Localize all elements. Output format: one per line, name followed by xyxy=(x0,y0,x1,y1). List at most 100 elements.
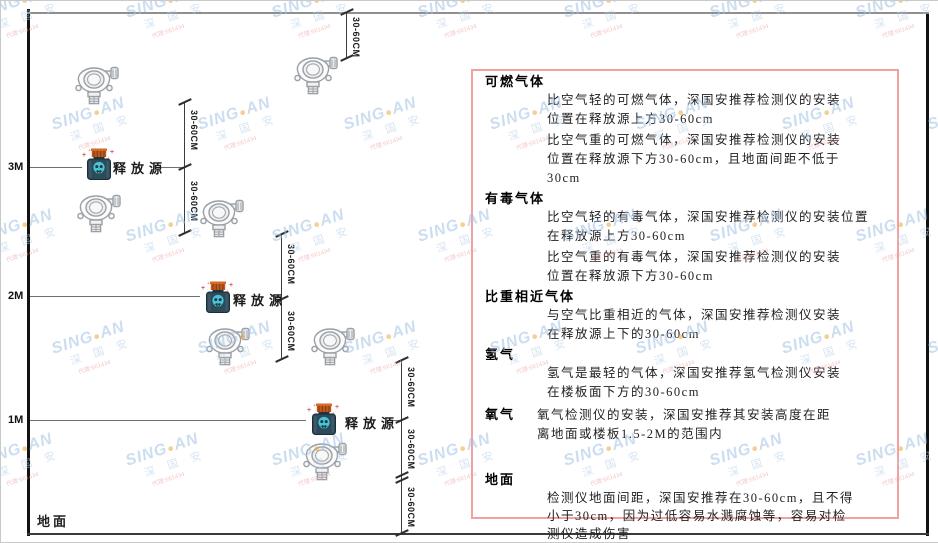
watermark-sub: 代理:661434 xyxy=(735,23,770,40)
svg-text:+: + xyxy=(201,285,205,292)
release-source-icon: + + + + xyxy=(306,402,342,436)
watermark-cjk: 深 国 安 xyxy=(0,448,62,480)
dim-label: 30-60CM xyxy=(406,367,416,408)
watermark-cjk: 深 国 安 xyxy=(68,336,134,368)
gas-detector-icon xyxy=(198,198,244,238)
height-label-1m: 1M xyxy=(8,414,24,426)
section-heading: 比重相近气体 xyxy=(485,289,576,304)
brand-watermark: SING●AN深 国 安代理:661434 xyxy=(707,0,834,46)
right-wall xyxy=(926,12,929,536)
watermark-sub: 代理:661434 xyxy=(589,23,624,40)
watermark-brand: SING●AN xyxy=(341,94,419,134)
gas-detector-glyph xyxy=(200,199,244,238)
watermark-sub: 代理:661434 xyxy=(151,23,186,40)
ground-label: 地面 xyxy=(37,514,70,529)
watermark-sub: 代理:661434 xyxy=(369,359,404,376)
brand-dot-icon: ● xyxy=(19,0,31,8)
brand-watermark: SING●AN深 国 安代理:661434 xyxy=(269,0,396,46)
gas-detector-icon xyxy=(204,326,250,366)
gas-detector-icon xyxy=(292,55,338,95)
connector-1m xyxy=(387,420,401,421)
watermark-sub: 代理:661434 xyxy=(5,23,40,40)
section-paragraph: 氢气是最轻的气体，深国安推荐氢气检测仪安装 在楼板面下方的30-60cm xyxy=(547,366,842,399)
section-paragraph: 检测仪地面间距，深国安推荐在30-60cm，且不得 小于30cm，因为过低容易水… xyxy=(547,491,854,541)
watermark-cjk: 深 国 安 xyxy=(726,0,792,32)
brand-dot-icon: ● xyxy=(749,0,761,8)
height-line-3m xyxy=(30,167,82,168)
dim-tick xyxy=(395,356,409,364)
brand-dot-icon: ● xyxy=(603,0,615,8)
ceiling-line xyxy=(27,12,929,14)
brand-dot-icon: ● xyxy=(383,105,395,120)
gas-detector-icon xyxy=(301,441,347,481)
brand-dot-icon: ● xyxy=(165,217,177,232)
section-similar-density-gas: 比重相近气体 与空气比重相近的气体，深国安推荐检测仪安装 在释放源上下的30-6… xyxy=(485,289,885,344)
watermark-brand: SING●AN xyxy=(49,318,127,358)
watermark-cjk: 深 国 安 xyxy=(288,0,354,32)
section-heading: 可燃气体 xyxy=(485,74,546,89)
gas-detector-icon xyxy=(73,65,119,105)
section-combustible-gas: 可燃气体 比空气轻的可燃气体，深国安推荐检测仪的安装 位置在释放源上方30-60… xyxy=(485,74,885,188)
release-source-glyph: + + + + xyxy=(307,403,339,435)
brand-watermark: SING●AN深 国 安代理:661434 xyxy=(123,0,250,46)
dim-label: 30-60CM xyxy=(286,244,296,285)
section-heading: 地面 xyxy=(485,472,516,487)
brand-dot-icon: ● xyxy=(383,329,395,344)
watermark-sub: 代理:661434 xyxy=(369,135,404,152)
height-line-1m xyxy=(30,420,306,421)
brand-dot-icon: ● xyxy=(311,217,323,232)
release-source-icon: + + + + xyxy=(200,280,236,314)
height-label-2m: 2M xyxy=(8,290,24,302)
watermark-cjk: 深 国 安 xyxy=(142,448,208,480)
brand-watermark: SING●AN深 国 安代理:661434 xyxy=(415,0,542,46)
height-label-3m: 3M xyxy=(8,161,24,173)
brand-dot-icon: ● xyxy=(237,105,249,120)
watermark-cjk: 深 国 安 xyxy=(142,0,208,32)
gas-detector-glyph xyxy=(77,194,121,233)
watermark-cjk: 深 国 安 xyxy=(434,0,500,32)
gas-detector-glyph xyxy=(75,66,119,105)
section-hydrogen: 氢气 氢气是最轻的气体，深国安推荐氢气检测仪安装 在楼板面下方的30-60cm xyxy=(485,347,885,402)
watermark-sub: 代理:661434 xyxy=(5,471,40,488)
dim-line-1m xyxy=(401,360,402,534)
connector-3m xyxy=(157,167,184,168)
brand-dot-icon: ● xyxy=(457,0,469,8)
brand-watermark: SING●AN深 国 安代理:661434 xyxy=(561,0,688,46)
section-heading: 氢气 xyxy=(485,347,516,362)
installation-guide-panel: 可燃气体 比空气轻的可燃气体，深国安推荐检测仪的安装 位置在释放源上方30-60… xyxy=(471,69,899,541)
brand-dot-icon: ● xyxy=(457,441,469,456)
brand-dot-icon: ● xyxy=(165,441,177,456)
watermark-brand: SING●AN xyxy=(123,430,201,470)
release-source-icon: + + + + xyxy=(81,147,117,181)
release-source-glyph: + + + + xyxy=(201,281,233,313)
watermark-brand: SING●AN xyxy=(269,206,347,246)
watermark-sub: 代理:661434 xyxy=(77,359,112,376)
left-wall xyxy=(27,9,30,536)
dim-label: 30-60CM xyxy=(286,311,296,352)
gas-detector-icon xyxy=(309,326,355,366)
watermark-cjk: 深 国 安 xyxy=(360,336,426,368)
dim-tick xyxy=(178,163,192,171)
gas-detector-glyph xyxy=(303,442,347,481)
svg-text:+: + xyxy=(313,403,316,409)
watermark-sub: 代理:661434 xyxy=(881,23,916,40)
section-paragraph: 与空气比重相近的气体，深国安推荐检测仪安装 在释放源上下的30-60cm xyxy=(547,308,842,341)
svg-text:+: + xyxy=(307,407,311,414)
watermark-sub: 代理:661434 xyxy=(297,247,332,264)
watermark-cjk: 深 国 安 xyxy=(360,112,426,144)
gas-detector-glyph xyxy=(206,327,250,366)
height-line-2m xyxy=(30,296,200,297)
dim-tick xyxy=(178,98,192,106)
gas-detector-glyph xyxy=(294,56,338,95)
watermark-sub: 代理:661434 xyxy=(151,471,186,488)
brand-dot-icon: ● xyxy=(895,0,907,8)
svg-text:+: + xyxy=(335,404,339,411)
watermark-sub: 代理:661434 xyxy=(77,135,112,152)
watermark-cjk: 深 国 安 xyxy=(288,224,354,256)
release-source-label: 释放源 xyxy=(233,293,288,308)
